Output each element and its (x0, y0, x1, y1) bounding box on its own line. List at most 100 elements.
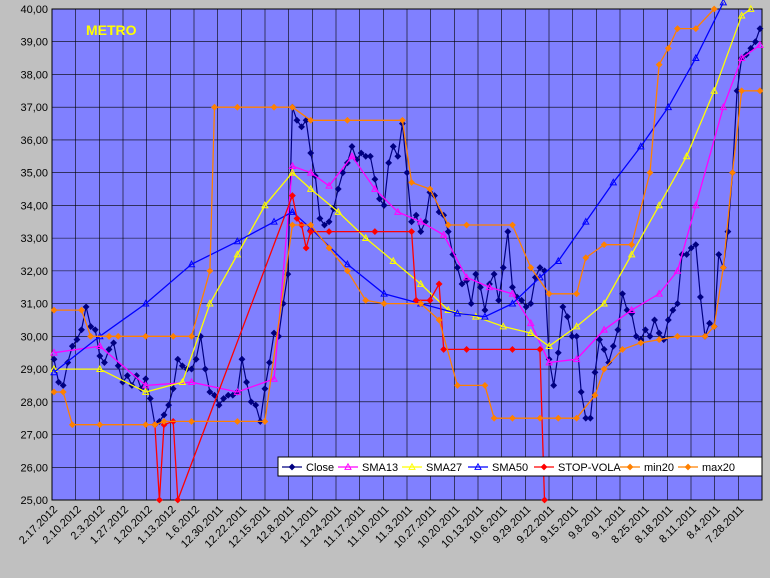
close-point (495, 296, 503, 304)
sma27-point (545, 341, 553, 350)
close-point (706, 319, 713, 327)
close-point (252, 401, 260, 409)
max20-point (426, 185, 434, 193)
close-point (408, 218, 416, 226)
y-tick-label: 25,00 (20, 495, 48, 507)
sma13-point (691, 201, 700, 209)
y-tick-label: 40,00 (20, 4, 48, 16)
legend-stop-vola-point (540, 463, 548, 471)
close-point (302, 116, 310, 124)
close-point (114, 362, 122, 370)
stop-vola-point (307, 228, 315, 236)
sma13-point (526, 318, 535, 327)
sma13-point (96, 341, 104, 350)
y-tick-label: 31,00 (20, 299, 48, 311)
min20-point (619, 346, 626, 353)
close-point (674, 300, 681, 308)
close-point (376, 195, 383, 203)
y-axis: 25,00 26,00 27,00 28,00 29,00 30,00 31,00 32,00… (20, 4, 48, 507)
close-point (403, 169, 411, 177)
y-tick-label: 37,00 (20, 102, 48, 114)
close-point (174, 355, 182, 363)
min20-point (50, 388, 58, 396)
min20-point (729, 169, 736, 177)
sma50-point (453, 309, 462, 317)
sma13-point (416, 217, 425, 225)
close-point (188, 365, 195, 373)
close-point (476, 283, 484, 291)
close-point (50, 355, 58, 363)
min20-point (59, 388, 67, 396)
close-point (201, 365, 209, 373)
max20-point (206, 267, 214, 275)
min20-point (68, 421, 76, 429)
close-point (73, 336, 81, 344)
y-tick-label: 39,00 (20, 37, 48, 49)
sma50-point (636, 142, 645, 150)
series-sma27-line (54, 8, 752, 393)
max20-point (188, 332, 195, 340)
min20-point (554, 414, 562, 422)
close-point (247, 398, 255, 406)
max20-point (527, 264, 535, 272)
sma13-point (508, 289, 517, 297)
max20-point (398, 116, 406, 124)
sma27-point (600, 299, 608, 307)
series-layer (50, 0, 764, 504)
close-point (692, 241, 700, 249)
sma13-point (325, 181, 333, 189)
close-point (504, 228, 512, 236)
y-tick-label: 35,00 (20, 168, 48, 180)
min20-point (738, 87, 746, 95)
close-point (165, 401, 173, 409)
close-point (321, 221, 328, 229)
series-stop-vola (151, 192, 548, 504)
sma27-point (50, 364, 58, 372)
min20-point (325, 244, 333, 252)
close-point (105, 346, 113, 353)
max20-point (343, 116, 351, 124)
stop-vola-point (325, 228, 333, 236)
sma50-point (233, 237, 242, 245)
close-point (559, 303, 567, 311)
min20-point (481, 382, 489, 389)
legend-item-min20: min20 (620, 462, 674, 474)
close-point (458, 280, 466, 288)
close-point (110, 339, 118, 347)
close-point (96, 352, 104, 360)
close-point (577, 388, 585, 396)
min20-point (362, 296, 370, 304)
max20-point (509, 221, 516, 229)
sma50-point (664, 102, 673, 111)
close-point (146, 395, 154, 402)
close-point (59, 382, 67, 389)
min20-point (591, 391, 599, 399)
sma13-point (756, 40, 764, 48)
min20-point (151, 421, 159, 429)
stop-vola-point (302, 244, 310, 252)
max20-point (169, 332, 177, 340)
y-tick-label: 36,00 (20, 135, 48, 147)
close-point (133, 372, 140, 380)
series-sma50-line (53, 2, 724, 373)
legend: Close SMA13 SMA27 SMA50 STOP-VOLA min20 max20 (277, 456, 763, 477)
max20-point (582, 254, 590, 262)
close-point (261, 385, 269, 393)
sma13-point (600, 325, 608, 333)
close-point (619, 290, 626, 298)
min20-point (233, 418, 241, 425)
max20-point (408, 179, 416, 186)
close-point (687, 244, 695, 252)
sma27-point (96, 364, 104, 372)
close-point (293, 116, 301, 124)
series-min20 (50, 87, 764, 429)
min20-point (490, 414, 498, 422)
legend-item-sma13: SMA13 (338, 462, 398, 474)
close-point (220, 395, 228, 402)
legend-max20-point (684, 463, 692, 471)
sma27-point (655, 201, 663, 209)
close-point (389, 143, 397, 150)
sma27-point (233, 250, 242, 258)
sma13-point (545, 358, 553, 366)
sma13-point (348, 152, 356, 160)
